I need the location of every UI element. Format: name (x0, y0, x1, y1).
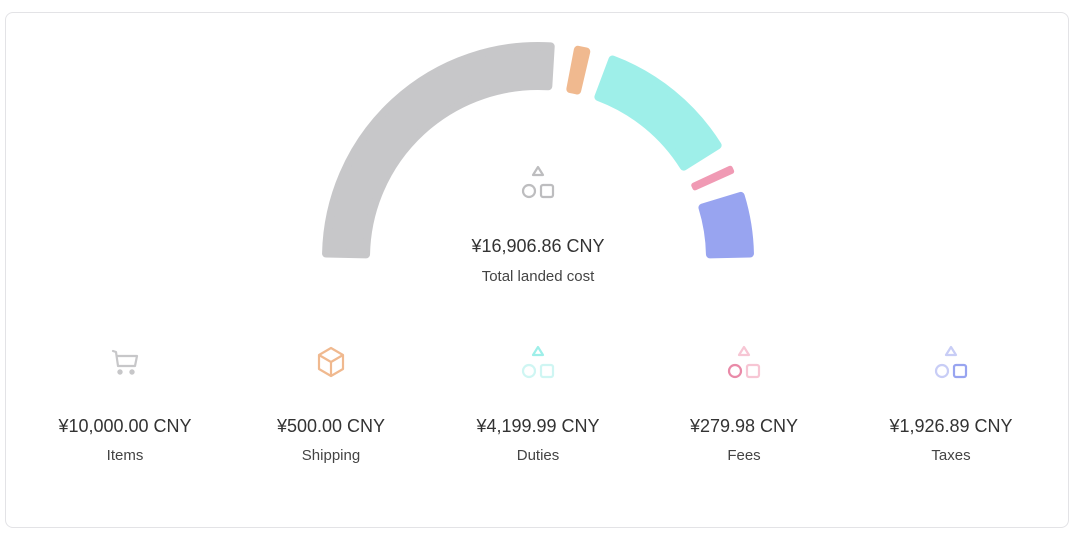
category-label: Taxes (931, 447, 971, 464)
category-amount: ¥10,000.00 CNY (58, 416, 192, 436)
category-duties: ¥4,199.99 CNY Duties (438, 344, 638, 464)
landed-cost-card (5, 12, 1069, 528)
gauge-segment-taxes (698, 191, 754, 259)
shapes-icon (520, 164, 556, 205)
shapes-icon (851, 344, 1051, 380)
category-label: Duties (516, 447, 560, 464)
category-label: Items (106, 447, 144, 464)
total-label: Total landed cost (481, 268, 595, 285)
cart-icon (25, 344, 225, 380)
category-items: ¥10,000.00 CNY Items (25, 344, 225, 464)
gauge-segment-items (322, 42, 555, 259)
shapes-icon (644, 344, 844, 380)
gauge-segment-duties (594, 55, 722, 171)
category-shipping: ¥500.00 CNY Shipping (231, 344, 431, 464)
category-amount: ¥1,926.89 CNY (889, 416, 1013, 436)
total-amount: ¥16,906.86 CNY (471, 236, 605, 256)
gauge-segment-shipping (566, 45, 591, 95)
box-icon (231, 344, 431, 380)
category-fees: ¥279.98 CNY Fees (644, 344, 844, 464)
shapes-icon (438, 344, 638, 380)
gauge-chart (322, 42, 754, 259)
category-taxes: ¥1,926.89 CNY Taxes (851, 344, 1051, 464)
category-label: Fees (727, 447, 761, 464)
category-amount: ¥279.98 CNY (689, 416, 799, 436)
category-amount: ¥4,199.99 CNY (476, 416, 600, 436)
gauge-segment-fees (691, 165, 735, 191)
category-amount: ¥500.00 CNY (276, 416, 386, 436)
category-label: Shipping (301, 447, 361, 464)
